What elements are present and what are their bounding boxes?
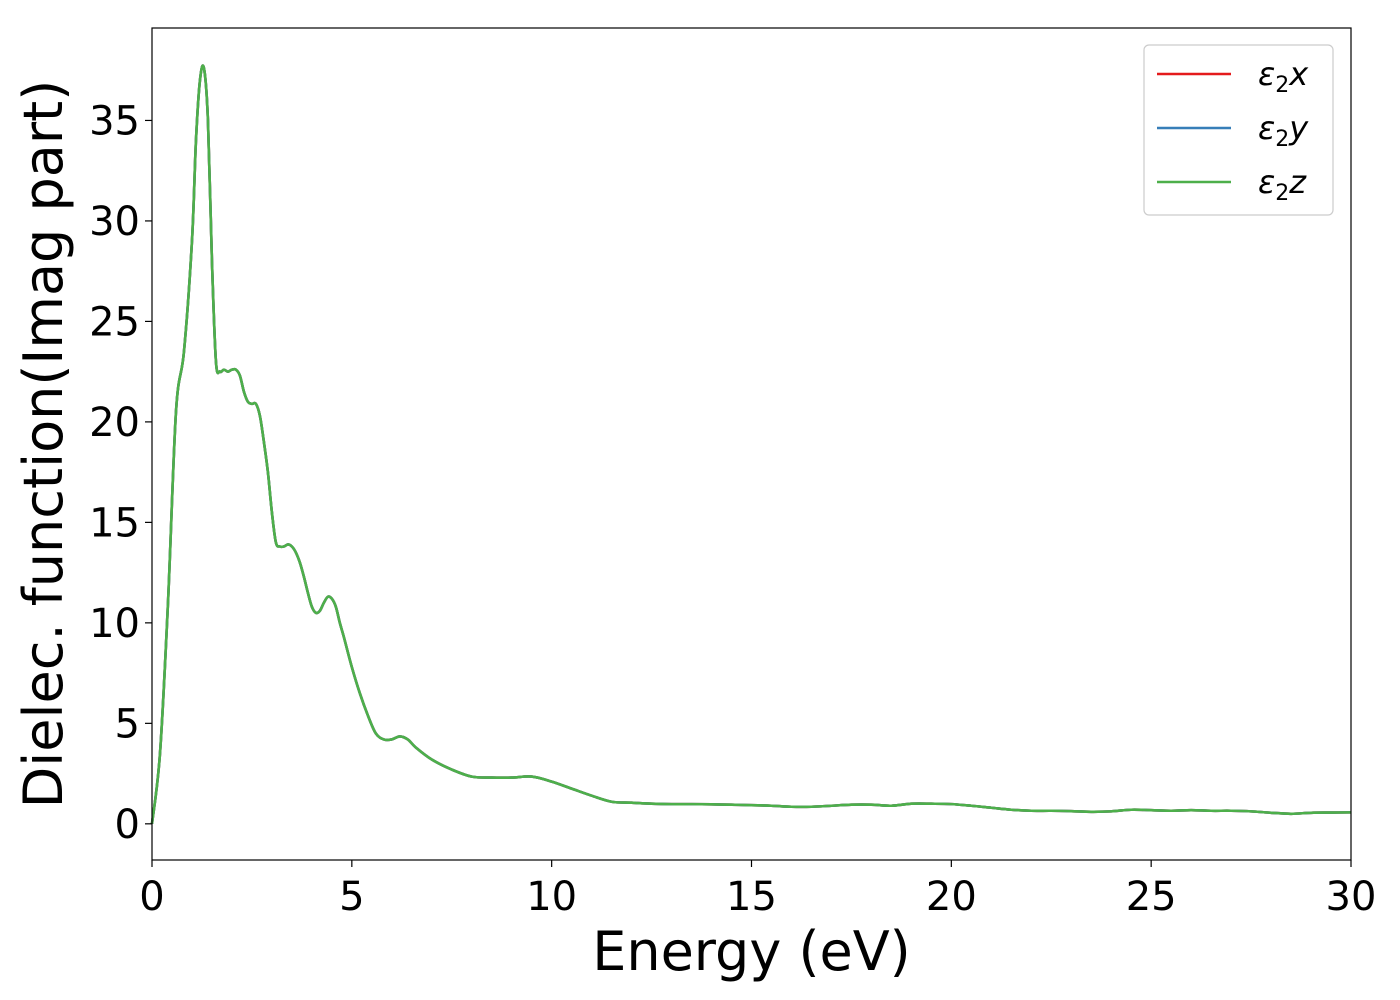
y-tick-label: 20 <box>89 400 140 446</box>
y-tick-label: 35 <box>89 98 140 144</box>
series-layer <box>150 64 1352 824</box>
y-axis-ticks: 0 5 10 15 20 25 30 35 <box>89 98 152 848</box>
legend-label: ε2x <box>1258 55 1309 98</box>
y-tick-label: 0 <box>115 802 140 848</box>
x-tick-label: 20 <box>926 874 977 920</box>
legend-entries: ε2x ε2y ε2z <box>1157 55 1309 206</box>
legend-label: ε2z <box>1258 163 1307 206</box>
x-axis-label: Energy (eV) <box>592 920 911 983</box>
x-tick-label: 0 <box>139 874 164 920</box>
series-line-z <box>150 64 1352 824</box>
y-tick-label: 30 <box>89 199 140 245</box>
x-tick-label: 10 <box>526 874 577 920</box>
x-tick-label: 30 <box>1326 874 1377 920</box>
x-tick-label: 25 <box>1126 874 1177 920</box>
y-tick-label: 15 <box>89 500 140 546</box>
x-tick-label: 15 <box>726 874 777 920</box>
y-axis-label: Dielec. function(Imag part) <box>12 80 75 809</box>
y-tick-label: 10 <box>89 601 140 647</box>
y-tick-label: 5 <box>115 701 140 747</box>
legend: ε2x ε2y ε2z <box>1143 44 1334 216</box>
legend-box <box>1143 44 1334 216</box>
legend-label: ε2y <box>1258 109 1309 152</box>
y-tick-label: 25 <box>89 299 140 345</box>
x-tick-label: 5 <box>339 874 364 920</box>
x-axis-ticks: 0 5 10 15 20 25 30 <box>139 860 1376 920</box>
